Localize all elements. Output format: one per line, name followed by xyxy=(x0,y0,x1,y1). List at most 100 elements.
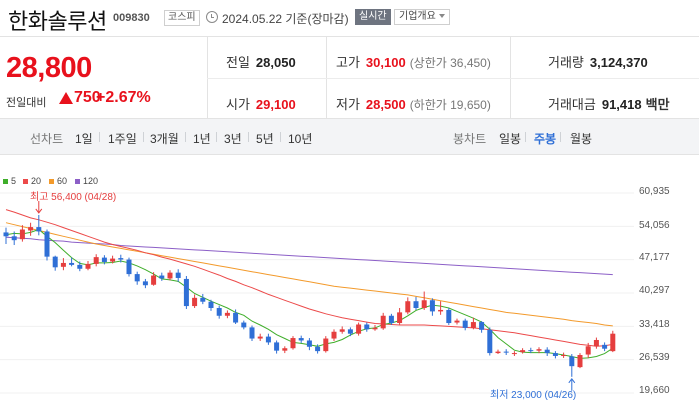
candle-body xyxy=(470,322,476,328)
change-percent: +2.67% xyxy=(96,89,151,106)
candle-body xyxy=(577,355,583,368)
candle-body xyxy=(44,231,50,257)
y-tick: 40,297 xyxy=(639,285,670,296)
legend-swatch-ma120 xyxy=(75,179,80,185)
stock-header: 한화솔루션 009830 코스피 2024.05.22 기준(장마감) 실시간 … xyxy=(0,0,699,34)
tab-daily-candle[interactable]: 일봉 xyxy=(499,132,522,146)
candle-body xyxy=(405,301,411,313)
candle-body xyxy=(274,342,280,351)
candle-body xyxy=(93,257,99,264)
tab-1day[interactable]: 1일 xyxy=(75,132,93,146)
day-high: 고가 30,100 (상한가 36,450) xyxy=(336,55,491,70)
stock-code: 009830 xyxy=(113,12,150,24)
candle-body xyxy=(224,312,230,316)
candle-body xyxy=(388,315,394,324)
candle-body xyxy=(208,301,214,309)
chart-canvas xyxy=(0,192,634,394)
candle-body xyxy=(552,353,558,356)
tab-monthly-candle[interactable]: 월봉 xyxy=(570,132,593,146)
candle-body xyxy=(315,346,321,352)
price-chart[interactable]: 5 20 60 120 60,935 54,056 47,177 40,297 … xyxy=(0,168,699,403)
volume: 거래량 3,124,370 xyxy=(548,55,648,70)
candle-body xyxy=(585,346,591,355)
candle-body xyxy=(495,351,501,354)
ma120-line xyxy=(5,236,613,276)
candle-body xyxy=(110,258,116,262)
candle-body xyxy=(290,338,296,349)
candle-body xyxy=(36,227,42,232)
candle-body xyxy=(479,322,485,330)
candle-body xyxy=(610,333,616,352)
trade-amount: 거래대금 91,418 백만 xyxy=(548,97,670,112)
candle-body xyxy=(339,329,345,332)
candle-body xyxy=(536,349,542,351)
tab-5year[interactable]: 5년 xyxy=(256,132,274,146)
realtime-button[interactable]: 실시간 xyxy=(355,9,391,25)
tab-3month[interactable]: 3개월 xyxy=(150,132,179,146)
corp-info-dropdown[interactable]: 기업개요 xyxy=(394,9,450,25)
candle-body xyxy=(216,308,222,316)
candle-body xyxy=(69,262,75,265)
change-value: 750 xyxy=(74,89,101,106)
candle-body xyxy=(159,275,165,279)
y-tick: 26,539 xyxy=(639,352,670,363)
candle-body xyxy=(372,327,378,330)
divider xyxy=(207,78,699,79)
day-low: 저가 28,500 (하한가 19,650) xyxy=(336,97,491,112)
candle-body xyxy=(511,353,517,355)
high-annotation: 최고 56,400 (04/28) xyxy=(30,192,117,203)
candle-body xyxy=(347,329,353,334)
clock-icon xyxy=(206,11,218,23)
low-annotation: 최저 23,000 (04/26) xyxy=(490,390,577,401)
candle-body xyxy=(462,320,468,328)
quote-panel: 28,800 전일대비 750 +2.67% 전일 28,050 고가 30,100… xyxy=(0,36,699,120)
ma60-line xyxy=(5,222,613,327)
change-label: 전일대비 xyxy=(6,97,47,109)
candle-body xyxy=(421,300,427,309)
candle-body xyxy=(446,309,452,324)
candle-body xyxy=(175,272,181,278)
candle-body xyxy=(60,262,66,267)
chevron-down-icon xyxy=(438,14,445,19)
candle-body xyxy=(397,312,403,324)
quote-datetime: 2024.05.22 기준(장마감) xyxy=(222,12,349,26)
candle-body xyxy=(77,264,83,269)
candle-body xyxy=(454,320,460,323)
candle-body xyxy=(282,348,288,351)
candle-body xyxy=(569,356,575,367)
candle-body xyxy=(380,315,386,329)
legend-swatch-ma60 xyxy=(49,179,54,185)
candle-body xyxy=(593,339,599,347)
candle-body xyxy=(602,344,608,349)
low-arrow-head xyxy=(568,377,576,384)
y-tick: 47,177 xyxy=(639,252,670,263)
candle-body xyxy=(101,257,107,262)
tab-3year[interactable]: 3년 xyxy=(224,132,242,146)
y-tick: 60,935 xyxy=(639,186,670,197)
candle-body xyxy=(249,327,255,339)
candle-body xyxy=(167,272,173,279)
candle-body xyxy=(126,259,132,275)
tab-1year[interactable]: 1년 xyxy=(193,132,211,146)
candle-body xyxy=(323,338,329,352)
legend-swatch-ma5 xyxy=(3,179,8,185)
tab-1week[interactable]: 1주일 xyxy=(108,132,137,146)
candle-body xyxy=(142,281,148,286)
triangle-up-icon xyxy=(59,92,73,104)
candle-body xyxy=(438,309,444,312)
candle-body xyxy=(11,236,17,241)
candle-body xyxy=(183,278,189,307)
candle-body xyxy=(241,322,247,328)
candle-body xyxy=(561,355,567,357)
candle-body xyxy=(429,300,435,312)
candle-body xyxy=(265,336,271,343)
prev-close: 전일 28,050 xyxy=(226,55,296,70)
tab-weekly-candle[interactable]: 주봉 xyxy=(534,132,557,146)
candle-body xyxy=(520,350,526,353)
open-price: 시가 29,100 xyxy=(226,97,296,112)
candle-body xyxy=(134,274,140,282)
candle-body xyxy=(28,227,34,231)
tab-10year[interactable]: 10년 xyxy=(288,132,313,146)
line-chart-label: 선차트 xyxy=(30,132,64,146)
market-badge: 코스피 xyxy=(164,10,200,26)
